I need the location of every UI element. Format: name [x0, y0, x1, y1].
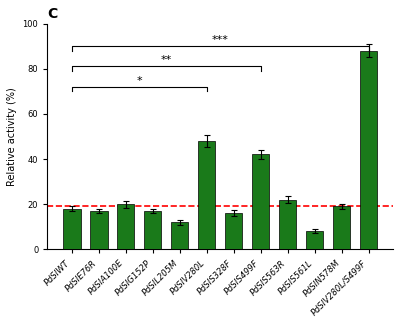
Bar [333, 206, 350, 249]
Bar [198, 141, 216, 249]
Bar [306, 231, 323, 249]
Bar [225, 213, 242, 249]
Bar [171, 222, 188, 249]
Bar [252, 155, 270, 249]
Bar [63, 209, 80, 249]
Bar [90, 211, 108, 249]
Text: C: C [47, 7, 58, 21]
Bar [144, 211, 162, 249]
Text: ***: *** [212, 35, 229, 45]
Text: **: ** [160, 55, 172, 65]
Text: *: * [136, 75, 142, 86]
Bar [117, 204, 134, 249]
Y-axis label: Relative activity (%): Relative activity (%) [7, 87, 17, 186]
Bar [279, 200, 296, 249]
Bar [360, 51, 377, 249]
